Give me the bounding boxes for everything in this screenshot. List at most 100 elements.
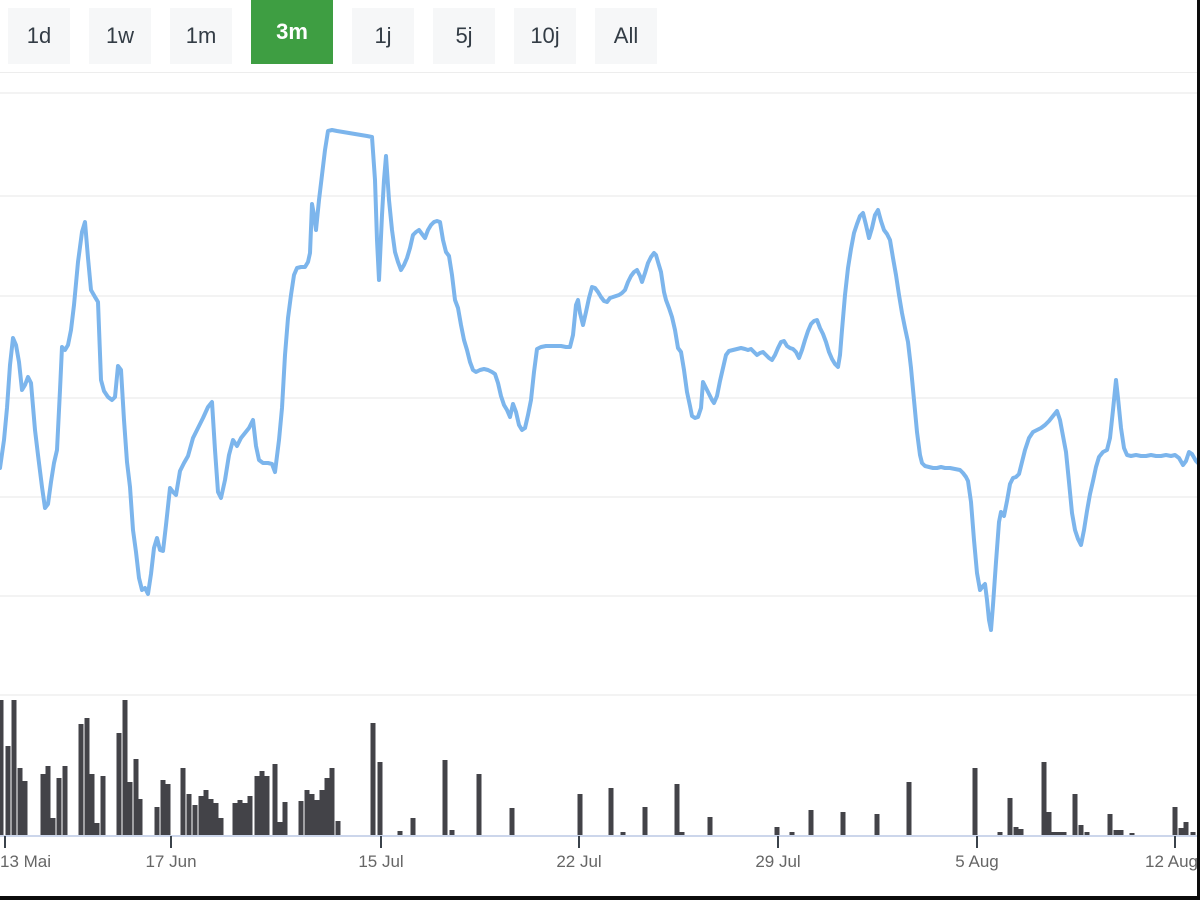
volume-bar — [410, 818, 416, 836]
volume-bar — [116, 733, 122, 836]
volume-bar — [370, 723, 376, 836]
range-button-1m[interactable]: 1m — [170, 8, 232, 64]
volume-bar — [100, 776, 106, 836]
volume-bar — [218, 818, 224, 836]
volume-bar — [264, 776, 270, 836]
volume-bar — [127, 782, 133, 836]
volume-bar — [237, 800, 243, 836]
volume-bar — [476, 774, 482, 836]
volume-bar — [122, 700, 128, 836]
volume-bar — [442, 760, 448, 836]
volume-bar — [84, 718, 90, 836]
volume-bar — [620, 832, 626, 836]
volume-bar — [608, 788, 614, 836]
volume-bar — [22, 781, 28, 836]
volume-bar — [213, 803, 219, 836]
x-axis-label: 13 Mai — [0, 852, 52, 871]
x-axis-label: 22 Jul — [556, 852, 602, 871]
volume-bar — [254, 776, 260, 836]
volume-bar — [1013, 827, 1019, 836]
volume-bar — [309, 794, 315, 836]
volume-bar — [133, 759, 139, 836]
volume-bar — [1041, 762, 1047, 836]
volume-bar — [1129, 833, 1135, 836]
volume-bar — [0, 700, 4, 836]
window-right-border — [1197, 0, 1200, 900]
range-button-1d[interactable]: 1d — [8, 8, 70, 64]
range-button-3m[interactable]: 3m — [251, 0, 333, 64]
volume-bar — [40, 774, 46, 836]
volume-bar — [78, 724, 84, 836]
volume-bar — [335, 821, 341, 836]
volume-bar — [324, 778, 330, 836]
volume-bar — [277, 822, 283, 836]
price-line — [0, 128, 1200, 632]
volume-bar — [1183, 822, 1189, 836]
volume-bar — [62, 766, 68, 836]
volume-bar — [165, 784, 171, 836]
volume-bar — [45, 766, 51, 836]
volume-bar — [1072, 794, 1078, 836]
volume-bar — [208, 799, 214, 836]
range-button-all[interactable]: All — [595, 8, 657, 64]
volume-bar — [972, 768, 978, 836]
volume-bar — [377, 762, 383, 836]
volume-bar — [509, 808, 515, 836]
volume-bar — [642, 807, 648, 836]
volume-bar — [56, 778, 62, 836]
volume-bar — [50, 818, 56, 836]
volume-bar — [319, 790, 325, 836]
volume-bar — [137, 799, 143, 836]
volume-bar — [5, 746, 11, 836]
selector-divider — [0, 72, 1200, 73]
volume-bar — [247, 796, 253, 836]
volume-bar — [154, 807, 160, 836]
range-button-5j[interactable]: 5j — [433, 8, 495, 64]
volume-bar — [1113, 830, 1119, 836]
range-button-1j[interactable]: 1j — [352, 8, 414, 64]
volume-bar — [1190, 832, 1196, 836]
volume-bar — [259, 771, 265, 836]
volume-bar — [397, 831, 403, 836]
volume-bar — [577, 794, 583, 836]
range-selector: 1d 1w 1m 3m 1j 5j 10j All — [0, 0, 657, 64]
volume-bar — [192, 805, 198, 836]
volume-bar — [180, 768, 186, 836]
volume-bar — [1061, 832, 1067, 836]
volume-bar — [1051, 832, 1057, 836]
volume-bar — [997, 832, 1003, 836]
volume-bar — [774, 827, 780, 836]
volume-bar — [160, 780, 166, 836]
volume-bar — [1172, 807, 1178, 836]
volume-bar — [789, 832, 795, 836]
volume-bar — [906, 782, 912, 836]
volume-bar — [1078, 825, 1084, 836]
range-button-10j[interactable]: 10j — [514, 8, 576, 64]
volume-bar — [304, 790, 310, 836]
volume-bar — [186, 794, 192, 836]
volume-bar — [1107, 814, 1113, 836]
volume-bar — [203, 790, 209, 836]
volume-bar — [707, 817, 713, 836]
volume-bar — [89, 774, 95, 836]
volume-bar — [449, 830, 455, 836]
volume-bar — [198, 796, 204, 836]
volume-bar — [272, 764, 278, 836]
x-axis-label: 12 Aug — [1145, 852, 1198, 871]
volume-bar — [298, 801, 304, 836]
volume-bar — [1056, 832, 1062, 836]
x-axis-label: 15 Jul — [358, 852, 404, 871]
volume-bar — [674, 784, 680, 836]
volume-bar — [874, 814, 880, 836]
volume-bar — [282, 802, 288, 836]
volume-bar — [329, 768, 335, 836]
volume-bar — [1046, 812, 1052, 836]
x-axis-label: 5 Aug — [955, 852, 999, 871]
volume-bar — [94, 823, 100, 836]
volume-bar — [242, 803, 248, 836]
volume-bar — [840, 812, 846, 836]
volume-bar — [11, 700, 17, 836]
range-button-1w[interactable]: 1w — [89, 8, 151, 64]
volume-bar — [314, 800, 320, 836]
